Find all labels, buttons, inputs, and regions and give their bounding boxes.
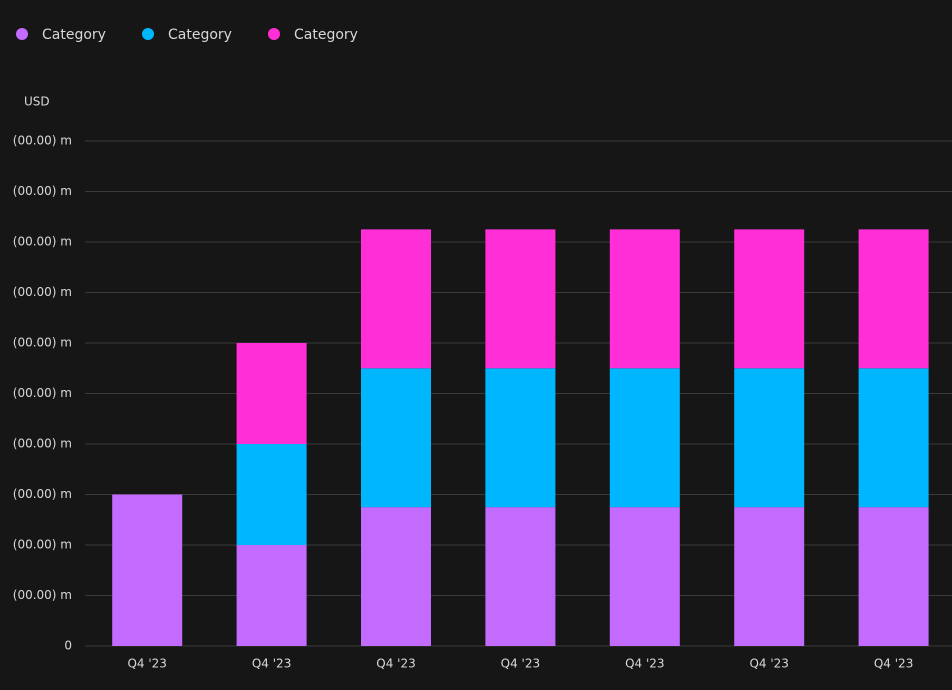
- y-tick-label: (00.00) m: [13, 235, 72, 249]
- y-tick-label: (00.00) m: [13, 386, 72, 400]
- bar-segment: [609, 229, 680, 369]
- x-tick-label: Q4 '23: [501, 657, 540, 671]
- legend-marker: [16, 28, 28, 40]
- bar-segment: [609, 368, 680, 508]
- x-tick-label: Q4 '23: [625, 657, 664, 671]
- x-tick-label: Q4 '23: [874, 657, 913, 671]
- x-tick-label: Q4 '23: [252, 657, 291, 671]
- y-tick-label: (00.00) m: [13, 336, 72, 350]
- bar-segment: [485, 229, 556, 369]
- y-tick-label: (00.00) m: [13, 538, 72, 552]
- legend-label: Category: [294, 27, 358, 43]
- bar-segment: [734, 229, 805, 369]
- bar-segment: [858, 229, 929, 369]
- y-axis-label: USD: [24, 95, 50, 109]
- x-tick-label: Q4 '23: [127, 657, 166, 671]
- bar-segment: [734, 368, 805, 508]
- x-tick-label: Q4 '23: [376, 657, 415, 671]
- bar-segment: [734, 507, 805, 646]
- bar-segment: [236, 545, 307, 646]
- bar-segment: [236, 444, 307, 545]
- bar-segment: [361, 229, 431, 369]
- bar-segment: [361, 368, 431, 508]
- x-tick-label: Q4 '23: [749, 657, 788, 671]
- y-tick-label: 0: [64, 639, 72, 653]
- bar-segment: [485, 368, 556, 508]
- bar-segment: [361, 507, 431, 646]
- legend-marker: [142, 28, 154, 40]
- y-tick-label: (00.00) m: [13, 184, 72, 198]
- bar-segment: [858, 507, 929, 646]
- bar-segment: [858, 368, 929, 508]
- bar-segment: [112, 494, 183, 646]
- y-tick-label: (00.00) m: [13, 487, 72, 501]
- y-tick-label: (00.00) m: [13, 285, 72, 299]
- legend-marker: [268, 28, 280, 40]
- y-tick-label: (00.00) m: [13, 588, 72, 602]
- y-tick-label: (00.00) m: [13, 437, 72, 451]
- y-tick-label: (00.00) m: [13, 134, 72, 148]
- bar-segment: [485, 507, 556, 646]
- bar-segment: [236, 343, 307, 444]
- legend-label: Category: [168, 27, 232, 43]
- legend-label: Category: [42, 27, 106, 43]
- bar-segment: [609, 507, 680, 646]
